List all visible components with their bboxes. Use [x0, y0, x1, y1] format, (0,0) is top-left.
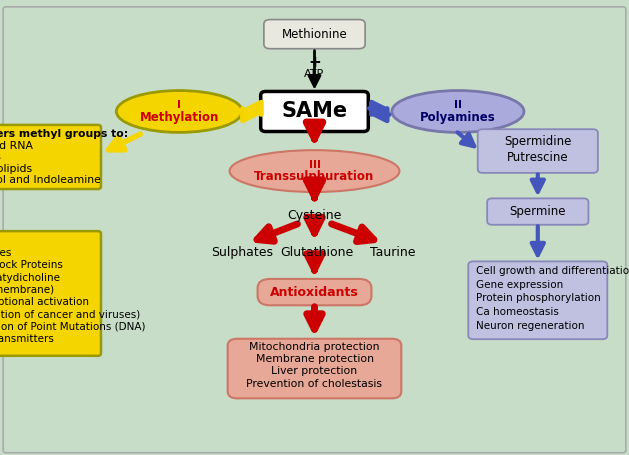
Ellipse shape [116, 91, 242, 132]
Text: Hormones: Hormones [0, 248, 11, 258]
Text: SAMe: SAMe [281, 101, 348, 121]
Text: Sulphates: Sulphates [211, 247, 273, 259]
FancyBboxPatch shape [468, 261, 608, 339]
Text: Ca homeostasis: Ca homeostasis [477, 307, 559, 317]
Text: Protein phosphorylation: Protein phosphorylation [477, 293, 601, 303]
Text: Phospholipids: Phospholipids [0, 164, 33, 173]
Text: Mitochondria protection: Mitochondria protection [249, 342, 380, 352]
FancyBboxPatch shape [261, 91, 369, 131]
Text: Membrane protection: Membrane protection [255, 354, 374, 364]
Text: I: I [177, 100, 181, 110]
Text: Heat Shock Proteins: Heat Shock Proteins [0, 260, 62, 270]
Text: Methylation: Methylation [140, 111, 219, 124]
Text: Spermidine: Spermidine [504, 135, 572, 147]
Text: Putrescine: Putrescine [507, 151, 569, 164]
Text: Methionine: Methionine [282, 28, 347, 40]
Text: Antioxidants: Antioxidants [270, 286, 359, 298]
Text: Prevention of Point Mutations (DNA): Prevention of Point Mutations (DNA) [0, 322, 145, 332]
Text: Proteins: Proteins [0, 152, 1, 162]
Text: Phosphatydicholine: Phosphatydicholine [0, 273, 60, 283]
FancyBboxPatch shape [258, 279, 371, 305]
Text: Transcriptional activation: Transcriptional activation [0, 297, 89, 307]
Text: Liver protection: Liver protection [272, 366, 357, 376]
Text: Cell growth and differentiation: Cell growth and differentiation [477, 266, 629, 276]
FancyBboxPatch shape [228, 339, 401, 399]
FancyBboxPatch shape [478, 129, 598, 173]
Text: II: II [454, 100, 462, 110]
Text: Gene expression: Gene expression [477, 280, 564, 289]
Text: (cell membrane): (cell membrane) [0, 285, 53, 295]
Text: Transsulphuration: Transsulphuration [254, 171, 375, 183]
Text: (inhibition of cancer and viruses): (inhibition of cancer and viruses) [0, 309, 140, 319]
FancyBboxPatch shape [3, 7, 626, 453]
Text: Neuron regeneration: Neuron regeneration [477, 321, 585, 330]
FancyBboxPatch shape [0, 125, 101, 189]
Text: III: III [308, 160, 321, 170]
Text: +: + [308, 56, 321, 70]
Ellipse shape [230, 150, 399, 192]
Text: Glutathione: Glutathione [280, 247, 353, 259]
Text: Neurotransmitters: Neurotransmitters [0, 334, 53, 344]
FancyBboxPatch shape [264, 20, 365, 49]
Text: Transfers methyl groups to:: Transfers methyl groups to: [0, 130, 128, 139]
Text: Spermine: Spermine [509, 205, 566, 218]
Text: Catechol and Indoleamine: Catechol and Indoleamine [0, 175, 101, 185]
Text: Prevention of cholestasis: Prevention of cholestasis [247, 379, 382, 389]
Text: Cysteine: Cysteine [287, 209, 342, 222]
Text: Polyamines: Polyamines [420, 111, 496, 124]
Text: DNA and RNA: DNA and RNA [0, 141, 33, 151]
Ellipse shape [392, 91, 524, 132]
FancyBboxPatch shape [0, 231, 101, 356]
Text: Taurine: Taurine [370, 247, 416, 259]
FancyBboxPatch shape [487, 198, 589, 225]
Text: ATP: ATP [304, 69, 325, 79]
